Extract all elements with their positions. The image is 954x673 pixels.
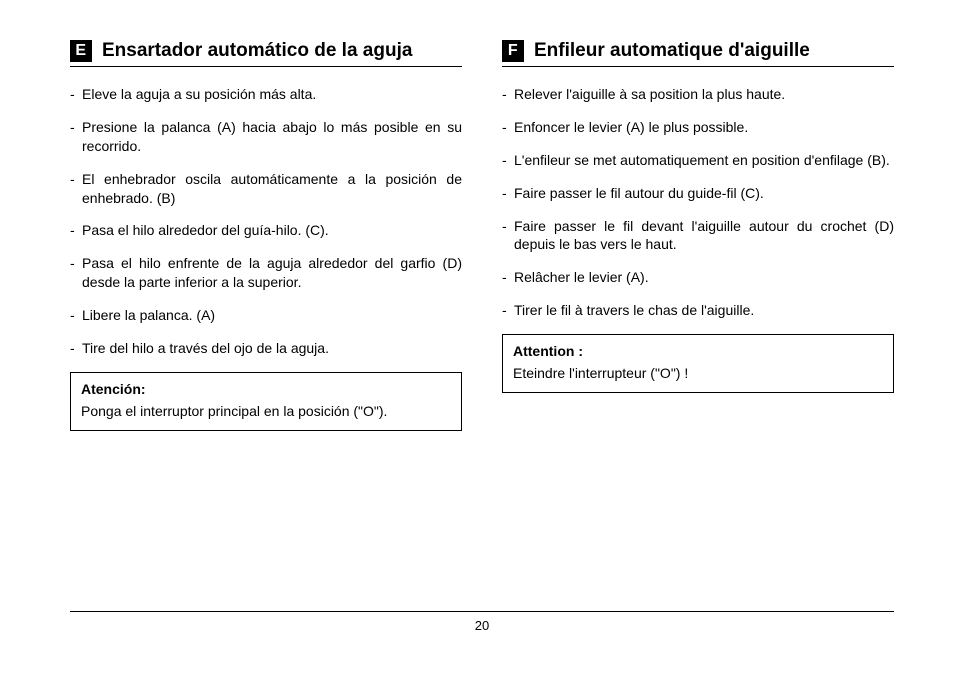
list-item: Faire passer le fil autour du guide-fil … [502,184,894,203]
page-number: 20 [475,618,489,633]
right-column: F Enfileur automatique d'aiguille Releve… [502,40,894,431]
right-title: Enfileur automatique d'aiguille [534,40,810,62]
right-attention-label: Attention : [513,341,883,361]
left-step-list: Eleve la aguja a su posición más alta. P… [70,85,462,358]
list-item: Libere la palanca. (A) [70,306,462,325]
right-step-list: Relever l'aiguille à sa position la plus… [502,85,894,320]
page-footer: 20 [70,611,894,633]
list-item: Presione la palanca (A) hacia abajo lo m… [70,118,462,156]
list-item: Pasa el hilo alrededor del guía-hilo. (C… [70,221,462,240]
right-heading: F Enfileur automatique d'aiguille [502,40,894,67]
left-attention-label: Atención: [81,379,451,399]
list-item: Faire passer le fil devant l'aiguille au… [502,217,894,255]
right-attention-box: Attention : Eteindre l'interrupteur ("O"… [502,334,894,393]
left-attention-text: Ponga el interruptor principal en la pos… [81,403,387,419]
two-column-layout: E Ensartador automático de la aguja Elev… [70,40,894,431]
list-item: Enfoncer le levier (A) le plus possible. [502,118,894,137]
language-badge-fr: F [502,40,524,62]
left-column: E Ensartador automático de la aguja Elev… [70,40,462,431]
list-item: El enhebrador oscila automáticamente a l… [70,170,462,208]
list-item: Pasa el hilo enfrente de la aguja alrede… [70,254,462,292]
left-title: Ensartador automático de la aguja [102,40,412,62]
right-attention-text: Eteindre l'interrupteur ("O") ! [513,365,688,381]
list-item: Tire del hilo a través del ojo de la agu… [70,339,462,358]
list-item: Eleve la aguja a su posición más alta. [70,85,462,104]
list-item: Relever l'aiguille à sa position la plus… [502,85,894,104]
language-badge-es: E [70,40,92,62]
list-item: Tirer le fil à travers le chas de l'aigu… [502,301,894,320]
list-item: L'enfileur se met automatiquement en pos… [502,151,894,170]
page: E Ensartador automático de la aguja Elev… [0,0,954,673]
left-heading: E Ensartador automático de la aguja [70,40,462,67]
left-attention-box: Atención: Ponga el interruptor principal… [70,372,462,431]
list-item: Relâcher le levier (A). [502,268,894,287]
